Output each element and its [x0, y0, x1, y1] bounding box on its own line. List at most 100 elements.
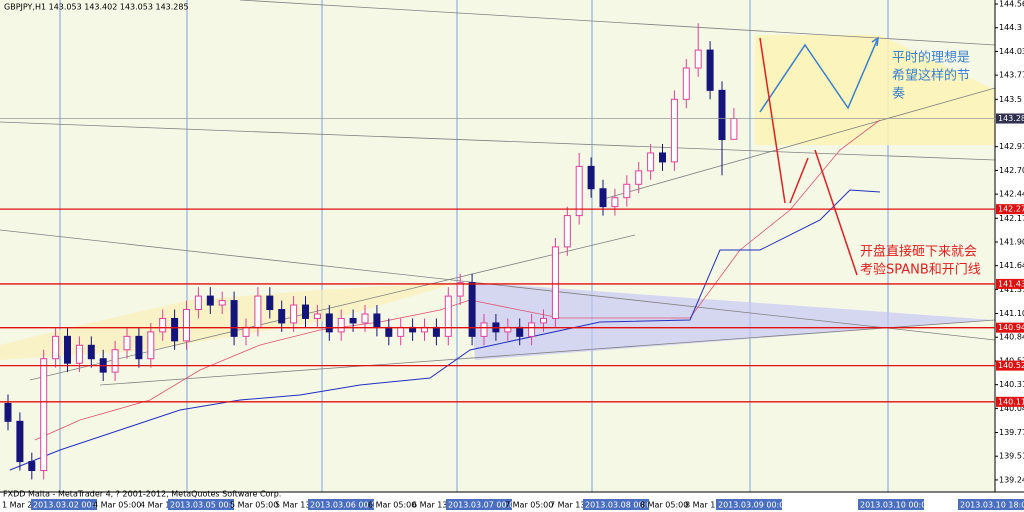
candle-body — [171, 317, 179, 342]
candle-body — [242, 326, 250, 337]
x-tick-label: 1 Mar 2013 — [2, 501, 48, 510]
y-tick-label: 141.64 — [999, 261, 1024, 270]
triangle-pattern — [470, 282, 995, 360]
candle-body — [337, 317, 345, 333]
candle-body — [361, 313, 369, 324]
candle-body — [718, 89, 726, 141]
kijun-line — [9, 189, 881, 471]
y-tick-label: 140.31 — [999, 380, 1024, 389]
y-tick-label: 143.77 — [999, 71, 1024, 80]
candle-body — [325, 313, 333, 333]
candle-body — [183, 309, 190, 342]
y-tick-label: 140.045 — [999, 404, 1024, 413]
candle-body — [52, 335, 60, 360]
annotation: 考验SPANB和开门线 — [860, 262, 981, 278]
y-tick-label: 141.375 — [999, 285, 1024, 294]
level-label-bg — [996, 396, 1024, 407]
candle-body — [111, 349, 119, 373]
candle-body — [397, 326, 405, 337]
annotation: 平时的理想是 — [892, 50, 970, 66]
y-tick-label: 139.245 — [999, 475, 1024, 484]
candle-body — [230, 300, 238, 337]
y-tick-label: 142.705 — [999, 166, 1024, 175]
candle-body — [647, 152, 655, 172]
candle-body — [278, 309, 286, 324]
x-label-bg — [858, 499, 924, 510]
x-tick-label: 8 Mar 13:00 — [685, 501, 733, 510]
candle-body — [432, 326, 440, 337]
candle-body — [730, 118, 738, 140]
x-tick-label: 6 Mar 13:00 — [412, 501, 460, 510]
x-tick-label: 2013.03.07 00:00 — [448, 501, 519, 510]
candle-body — [682, 67, 690, 100]
candle-body — [540, 317, 547, 324]
candle-body — [528, 322, 536, 337]
y-tick-label: 143.5 — [999, 95, 1022, 104]
x-tick-label: 8 Mar 05:00 — [640, 501, 688, 510]
x-tick-label: 4 Mar 05:00 — [93, 501, 141, 510]
level-label-bg — [996, 278, 1024, 289]
x-tick-label: 5 Mar 13:00 — [275, 501, 323, 510]
candle-body — [468, 282, 476, 337]
candle-body — [611, 197, 619, 208]
annotation: 开盘直接砸下来就会 — [860, 244, 977, 260]
x-label-bg — [308, 499, 374, 510]
candle-body — [444, 295, 452, 337]
y-tick-label: 140.84 — [999, 333, 1024, 342]
x-tick-label: 2013.03.02 00:00 — [33, 501, 104, 510]
candle-body — [706, 49, 714, 91]
candle-body — [480, 322, 488, 337]
x-label-bg — [716, 499, 782, 510]
y-tick-label: 139.775 — [999, 428, 1024, 437]
candle-body — [302, 304, 309, 319]
candle-body — [551, 246, 559, 319]
candle-body — [694, 49, 702, 69]
candle-body — [64, 335, 71, 364]
x-tick-label: 7 Mar 13:00 — [550, 501, 598, 510]
candle-body — [28, 461, 36, 472]
candle-body — [290, 304, 298, 324]
candle-body — [563, 215, 571, 248]
candle-body — [123, 335, 131, 351]
y-tick-label: 144.035 — [999, 47, 1024, 56]
current-price-label: 143.285 — [998, 114, 1024, 123]
candle-body — [670, 98, 678, 163]
trend-lines — [0, 0, 996, 386]
candle-body — [159, 317, 167, 333]
x-label-bg — [31, 499, 97, 510]
candle-body — [254, 295, 262, 328]
candle-body — [575, 165, 583, 217]
x-tick-label: 2013.03.10 18:00 — [960, 501, 1024, 510]
day-separators — [59, 0, 889, 492]
candle-body — [587, 165, 595, 190]
chart-header: GBPJPY,H1 143.053 143.402 143.053 143.28… — [4, 3, 189, 12]
ideal-zone — [755, 35, 995, 145]
candle-body — [659, 152, 666, 163]
y-tick-label: 139.51 — [999, 452, 1024, 461]
y-tick-label: 142.17 — [999, 214, 1024, 223]
candle-body — [135, 335, 143, 360]
x-tick-label: 4 Mar 13:00 — [140, 501, 188, 510]
candle-body — [349, 317, 357, 324]
level-label: 140.523 — [998, 361, 1024, 370]
candle-body — [194, 295, 202, 311]
candle-body — [385, 326, 393, 337]
candle-body — [623, 183, 631, 199]
x-tick-label: 6 Mar 05:00 — [368, 501, 416, 510]
candle-body — [313, 313, 321, 319]
triangle-pattern-old — [0, 282, 460, 360]
level-label-bg — [996, 322, 1024, 333]
x-tick-label: 2013.03.05 00:00 — [170, 501, 241, 510]
candle-body — [218, 300, 226, 306]
y-tick-label: 142.44 — [999, 190, 1024, 199]
annotation: 希望这样的节 — [892, 68, 970, 84]
annotation: 奏 — [892, 87, 905, 102]
x-label-bg — [583, 499, 649, 510]
x-tick-label: 7 Mar 05:00 — [505, 501, 553, 510]
candle-body — [147, 331, 155, 360]
candle-body — [373, 313, 381, 328]
candle-body — [4, 402, 12, 422]
chart-footer: FXDD Malta - MetaTrader 4, ? 2001-2012, … — [3, 490, 281, 499]
candle-body — [456, 282, 464, 297]
